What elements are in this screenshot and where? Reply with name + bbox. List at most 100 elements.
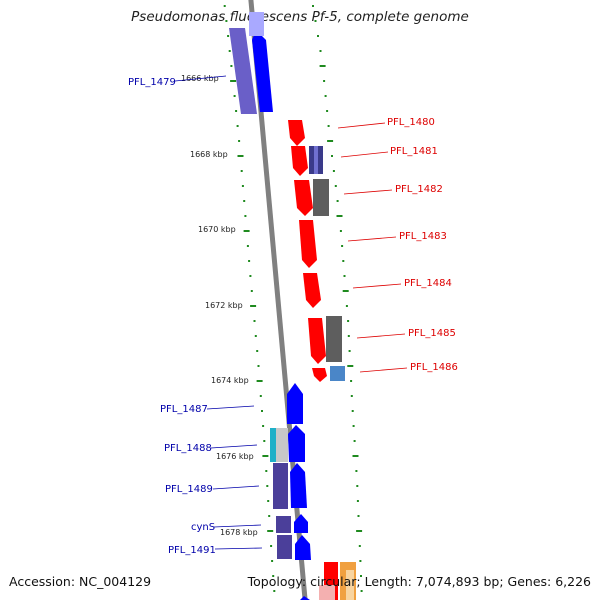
minor-tick	[339, 230, 342, 232]
minor-tick	[233, 95, 236, 97]
gene-block[interactable]	[276, 428, 288, 462]
label-leader	[340, 151, 389, 158]
gene-arrow[interactable]	[288, 425, 305, 462]
minor-tick	[326, 110, 329, 112]
gene-block[interactable]	[326, 316, 342, 362]
major-tick	[352, 455, 359, 457]
gene-label-pfl-1488[interactable]: PFL_1488	[164, 443, 212, 454]
major-tick	[230, 80, 237, 82]
gene-arrow[interactable]	[299, 220, 317, 268]
minor-tick	[323, 80, 326, 82]
label-leader	[359, 367, 408, 373]
gene-block[interactable]	[273, 463, 288, 509]
minor-tick	[317, 35, 319, 37]
gene-block[interactable]	[319, 585, 335, 600]
gene-block[interactable]	[330, 366, 345, 381]
gene-label-pfl-1479[interactable]: PFL_1479	[128, 77, 176, 88]
gene-block[interactable]	[277, 535, 292, 559]
gene-arrow[interactable]	[294, 180, 313, 216]
minor-tick	[273, 590, 276, 592]
label-leader	[214, 547, 263, 550]
scale-label: 1668 kbp	[190, 150, 228, 159]
major-tick	[327, 140, 334, 142]
genome-summary-text: Topology: circular; Length: 7,074,893 bp…	[247, 574, 591, 589]
minor-tick	[228, 50, 231, 52]
scale-label: 1676 kbp	[216, 452, 254, 461]
major-tick	[262, 455, 269, 457]
gene-block[interactable]	[346, 570, 354, 600]
gene-block[interactable]	[249, 12, 264, 36]
minor-tick	[227, 35, 230, 37]
gene-label-pfl-1483[interactable]: PFL_1483	[399, 231, 447, 242]
minor-tick	[341, 245, 344, 247]
gene-arrow[interactable]	[288, 120, 305, 146]
reverse-gene-labels: PFL_1480 PFL_1481 PFL_1482 PFL_1483 PFL_…	[337, 117, 458, 373]
gene-block[interactable]	[314, 146, 318, 174]
minor-tick	[312, 5, 314, 7]
minor-tick	[244, 215, 247, 217]
label-leader	[206, 405, 255, 410]
gene-label-pfl-1484[interactable]: PFL_1484	[404, 278, 452, 289]
gene-arrow[interactable]	[229, 28, 257, 114]
gene-label-pfl-1481[interactable]: PFL_1481	[390, 146, 438, 157]
minor-tick	[270, 545, 273, 547]
gene-arrow[interactable]	[290, 463, 307, 508]
minor-tick	[254, 335, 257, 337]
gene-label-pfl-1486[interactable]: PFL_1486	[410, 362, 458, 373]
gene-arrow[interactable]	[295, 535, 311, 560]
minor-tick	[352, 425, 355, 427]
major-tick	[237, 155, 244, 157]
minor-tick	[324, 95, 327, 97]
minor-tick	[238, 140, 241, 142]
gene-arrow[interactable]	[300, 596, 310, 600]
gene-arrow[interactable]	[287, 383, 303, 424]
minor-tick	[336, 200, 339, 202]
minor-tick	[351, 410, 354, 412]
minor-tick	[267, 500, 270, 502]
minor-tick	[355, 470, 358, 472]
label-leader	[212, 485, 260, 490]
gene-label-pfl-1482[interactable]: PFL_1482	[395, 184, 443, 195]
minor-tick	[263, 440, 266, 442]
minor-tick	[262, 425, 265, 427]
gene-arrow[interactable]	[294, 514, 308, 533]
label-leader	[356, 333, 406, 339]
gene-label-pfl-1489[interactable]: PFL_1489	[165, 484, 213, 495]
gene-block[interactable]	[313, 179, 329, 216]
minor-tick	[360, 590, 363, 592]
minor-tick	[259, 395, 262, 397]
gene-arrow[interactable]	[312, 368, 327, 382]
gene-arrow[interactable]	[303, 273, 321, 308]
minor-tick	[359, 560, 362, 562]
gene-label-pfl-1491[interactable]: PFL_1491	[168, 545, 216, 556]
scale-label: 1678 kbp	[220, 528, 258, 537]
map-title: Pseudomonas fluorescens Pf-5, complete g…	[131, 9, 469, 25]
minor-tick	[266, 485, 269, 487]
minor-tick	[253, 320, 256, 322]
minor-tick	[347, 320, 350, 322]
major-tick	[243, 230, 250, 232]
minor-tick	[334, 185, 337, 187]
minor-tick	[272, 575, 275, 577]
gene-arrow[interactable]	[308, 318, 326, 364]
gene-label-pfl-1480[interactable]: PFL_1480	[387, 117, 435, 128]
gene-arrow[interactable]	[252, 30, 273, 112]
minor-tick	[268, 515, 271, 517]
major-tick	[319, 65, 326, 67]
minor-tick	[343, 275, 346, 277]
scale-labels: 1666 kbp 1668 kbp 1670 kbp 1672 kbp 1674…	[181, 74, 258, 537]
gene-block[interactable]	[270, 428, 280, 462]
gene-label-pfl-1487[interactable]: PFL_1487	[160, 404, 208, 415]
minor-tick	[327, 125, 330, 127]
minor-tick	[342, 260, 345, 262]
gene-arrow[interactable]	[291, 146, 308, 176]
minor-tick	[225, 20, 228, 22]
minor-tick	[345, 305, 348, 307]
gene-label-pfl-1485[interactable]: PFL_1485	[408, 328, 456, 339]
minor-tick	[353, 440, 356, 442]
minor-tick	[248, 260, 251, 262]
minor-tick	[358, 545, 361, 547]
gene-label-cyns[interactable]: cynS	[191, 522, 215, 533]
gene-block[interactable]	[276, 516, 291, 533]
label-leader	[174, 75, 227, 82]
